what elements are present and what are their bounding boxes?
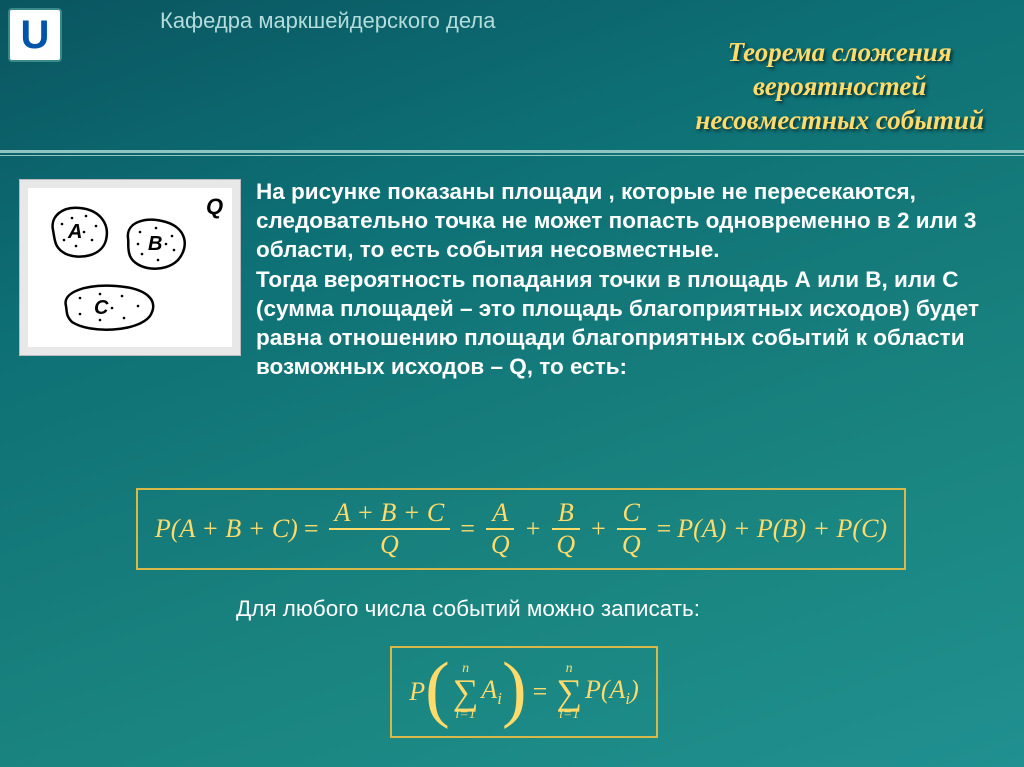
- f1-frac-all: A + B + C Q: [329, 500, 451, 558]
- formula-2: P ( n ∑ i=1 Ai ) = n ∑ i=1 P(Ai): [409, 662, 639, 722]
- f2-sum2: n ∑ i=1: [556, 662, 582, 722]
- f1-eq3: =: [657, 514, 672, 544]
- f1-plus2: +: [591, 514, 606, 544]
- diagram-label-q: Q: [206, 194, 223, 219]
- f1-plus1: +: [526, 514, 541, 544]
- horizontal-divider: [0, 150, 1024, 158]
- logo-letter: U: [21, 15, 50, 55]
- f2-rparen: ): [502, 660, 527, 719]
- f1-lhs: P(A + B + C): [155, 514, 298, 544]
- f2-P: P: [409, 677, 425, 707]
- sets-diagram: A B C Q: [20, 180, 240, 355]
- f1-frac-c: C Q: [616, 500, 647, 558]
- diagram-label-b: B: [148, 233, 162, 255]
- diagram-label-a: A: [67, 221, 82, 243]
- paragraph-1: На рисунке показаны площади , которые не…: [256, 178, 996, 264]
- title-line-2: вероятностей: [695, 70, 984, 104]
- formula-2-box: P ( n ∑ i=1 Ai ) = n ∑ i=1 P(Ai): [390, 646, 658, 738]
- f1-frac-b: B Q: [550, 500, 581, 558]
- university-logo: U: [8, 8, 62, 62]
- f2-Ai: Ai: [481, 675, 502, 709]
- department-label: Кафедра маркшейдерского дела: [160, 8, 495, 34]
- f2-PAi: P(Ai): [585, 675, 639, 709]
- f2-eq: =: [533, 677, 548, 707]
- formula-1: P(A + B + C) = A + B + C Q = A Q + B Q +…: [155, 500, 887, 558]
- f2-sum1: n ∑ i=1: [453, 662, 479, 722]
- main-text-block: На рисунке показаны площади , которые не…: [256, 178, 996, 384]
- paragraph-2: Тогда вероятность попадания точки в площ…: [256, 266, 996, 381]
- diagram-label-c: C: [94, 297, 109, 319]
- title-line-3: несовместных событий: [695, 104, 984, 138]
- f2-lparen: (: [425, 660, 450, 719]
- title-line-1: Теорема сложения: [695, 36, 984, 70]
- f1-rhs: P(A) + P(B) + P(C): [677, 514, 887, 544]
- f1-eq1: =: [304, 514, 319, 544]
- slide-title: Теорема сложения вероятностей несовместн…: [695, 36, 984, 137]
- formula-1-box: P(A + B + C) = A + B + C Q = A Q + B Q +…: [136, 488, 906, 570]
- f1-eq2: =: [460, 514, 475, 544]
- text-between-formulas: Для любого числа событий можно записать:: [236, 596, 700, 622]
- f1-frac-a: A Q: [485, 500, 516, 558]
